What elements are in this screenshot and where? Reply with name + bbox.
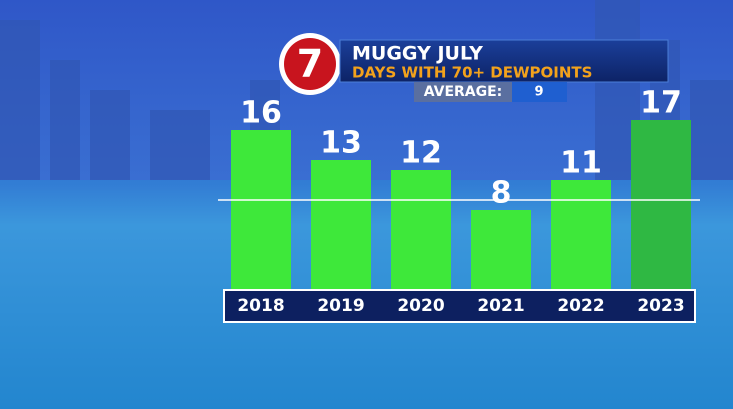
value-label: 17	[640, 86, 682, 121]
bar	[391, 170, 451, 290]
year-box	[223, 289, 696, 323]
x-tick-label: 2020	[397, 296, 444, 316]
value-label: 13	[320, 126, 362, 161]
bar	[551, 180, 611, 290]
chart-title: MUGGY JULY	[352, 43, 483, 65]
logo: 7	[297, 42, 323, 86]
chart-subtitle: DAYS WITH 70+ DEWPOINTS	[352, 64, 592, 82]
value-label: 12	[400, 136, 442, 171]
logo-circle	[284, 38, 336, 90]
x-tick-label: 2023	[637, 296, 684, 316]
bar	[231, 130, 291, 290]
x-tick-label: 2018	[237, 296, 284, 316]
average-label: AVERAGE:	[424, 84, 503, 100]
x-tick-label: 2019	[317, 296, 364, 316]
value-label: 16	[240, 96, 282, 131]
value-label: 11	[560, 146, 602, 181]
bar	[631, 120, 691, 290]
average-label-box	[414, 82, 512, 102]
bar	[471, 210, 531, 290]
value-label: 8	[491, 176, 512, 211]
average-value-box	[512, 82, 567, 102]
title-panel	[339, 39, 669, 83]
x-tick-label: 2022	[557, 296, 604, 316]
bar	[311, 160, 371, 290]
average-value: 9	[534, 85, 543, 100]
x-tick-label: 2021	[477, 296, 524, 316]
